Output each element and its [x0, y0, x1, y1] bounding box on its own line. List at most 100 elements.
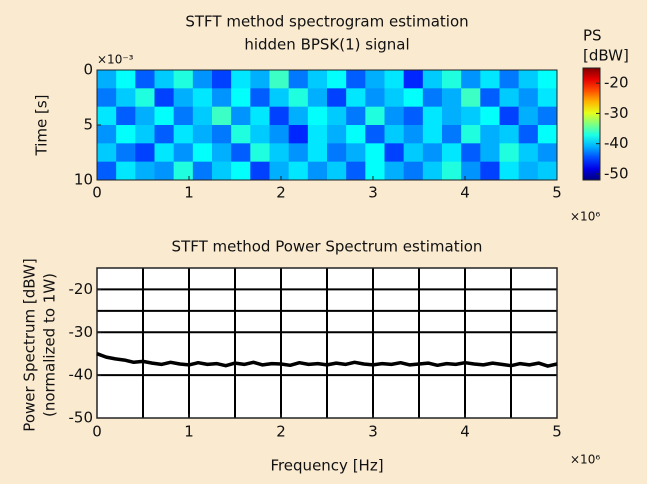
heatmap-cell: [250, 70, 270, 89]
heatmap-cell: [97, 106, 117, 126]
heatmap-cell: [537, 125, 558, 144]
heatmap-cell: [518, 106, 539, 126]
heatmap-cell: [518, 70, 539, 89]
heatmap-cell: [480, 70, 500, 89]
heatmap-cell: [192, 88, 213, 107]
colorbar: [582, 67, 601, 181]
heatmap-cell: [116, 125, 136, 144]
heatmap-cell: [212, 70, 232, 89]
heatmap-cell: [384, 125, 404, 144]
heatmap-cell: [173, 143, 194, 162]
heatmap-cell: [327, 70, 347, 89]
heatmap-cell: [518, 161, 539, 181]
heatmap-cell: [288, 161, 309, 181]
heatmap-cell: [346, 70, 366, 89]
x-tick-label: 0: [92, 423, 102, 441]
y-tick-label: -30: [69, 323, 94, 341]
heatmap-cell: [192, 70, 213, 89]
heatmap-cell: [97, 88, 117, 107]
heatmap-cell: [307, 88, 328, 107]
heatmap-cell: [422, 161, 443, 181]
heatmap-cell: [537, 70, 558, 89]
heatmap-cell: [518, 143, 539, 162]
heatmap-cell: [97, 143, 117, 162]
heatmap-cell: [192, 161, 213, 181]
heatmap-cell: [442, 70, 462, 89]
heatmap-cell: [422, 125, 443, 144]
y-multiplier: ×10⁻³: [97, 53, 134, 67]
y-tick-label: 0: [83, 61, 93, 79]
heatmap-cell: [327, 143, 347, 162]
heatmap-cell: [307, 125, 328, 144]
heatmap-cell: [173, 70, 194, 89]
heatmap-cell: [154, 125, 174, 144]
series-line: [96, 352, 558, 368]
heatmap-cell: [269, 125, 289, 144]
heatmap-cell: [480, 143, 500, 162]
x-tick-label: 4: [460, 423, 470, 441]
heatmap-cell: [307, 143, 328, 162]
x-axis-label: Frequency [Hz]: [270, 457, 383, 475]
heatmap-cell: [384, 88, 404, 107]
colorbar-tick-label: -30: [604, 104, 629, 122]
heatmap-cell: [97, 70, 117, 89]
heatmap-cell: [116, 161, 136, 181]
y-tick-label: 10: [74, 171, 93, 189]
y-tick-label: 5: [83, 116, 93, 134]
heatmap-cell: [384, 70, 404, 89]
y-tick-label: -40: [69, 366, 94, 384]
x-tick-label: 2: [276, 184, 286, 202]
heatmap-cell: [250, 88, 270, 107]
heatmap-cell: [365, 88, 385, 107]
heatmap-cell: [442, 125, 462, 144]
chart-title: STFT method Power Spectrum estimation: [172, 238, 483, 256]
heatmap-cell: [135, 88, 155, 107]
heatmap-cell: [250, 143, 270, 162]
heatmap-cell: [365, 125, 385, 144]
heatmap-cell: [231, 88, 251, 107]
heatmap-cell: [442, 106, 462, 126]
heatmap-cell: [461, 161, 481, 181]
heatmap-cell: [537, 106, 558, 126]
colorbar-tick-label: -50: [604, 164, 629, 182]
x-tick-label: 3: [368, 184, 378, 202]
heatmap-cell: [403, 143, 424, 162]
heatmap-cell: [116, 106, 136, 126]
heatmap-cell: [231, 143, 251, 162]
y-axis-label: Time [s]: [33, 95, 51, 157]
x-tick-label: 5: [552, 184, 562, 202]
x-tick-label: 1: [184, 423, 194, 441]
heatmap-cell: [442, 143, 462, 162]
heatmap-cell: [461, 88, 481, 107]
heatmap-cell: [422, 143, 443, 162]
colorbar-label: [dBW]: [583, 47, 629, 65]
heatmap-cell: [365, 143, 385, 162]
heatmap-cell: [518, 88, 539, 107]
heatmap-cell: [307, 106, 328, 126]
heatmap-cell: [212, 143, 232, 162]
heatmap-cell: [288, 125, 309, 144]
heatmap-cell: [192, 106, 213, 126]
heatmap-cell: [154, 88, 174, 107]
heatmap-cell: [173, 125, 194, 144]
heatmap-cell: [154, 106, 174, 126]
heatmap-cell: [269, 70, 289, 89]
heatmap-cell: [250, 106, 270, 126]
heatmap-cell: [116, 88, 136, 107]
heatmap-cell: [422, 106, 443, 126]
heatmap-cell: [346, 106, 366, 126]
heatmap-cell: [346, 143, 366, 162]
heatmap-cell: [327, 161, 347, 181]
heatmap-cell: [307, 70, 328, 89]
y-tick-label: -50: [69, 409, 94, 427]
x-tick-label: 4: [460, 184, 470, 202]
heatmap-cell: [480, 125, 500, 144]
heatmap-cell: [403, 125, 424, 144]
x-tick-label: 2: [276, 423, 286, 441]
heatmap-cell: [537, 88, 558, 107]
heatmap-cell: [135, 70, 155, 89]
colorbar-tick-label: -40: [604, 134, 629, 152]
colorbar-tick-label: -20: [604, 74, 629, 92]
heatmap-cell: [499, 125, 519, 144]
